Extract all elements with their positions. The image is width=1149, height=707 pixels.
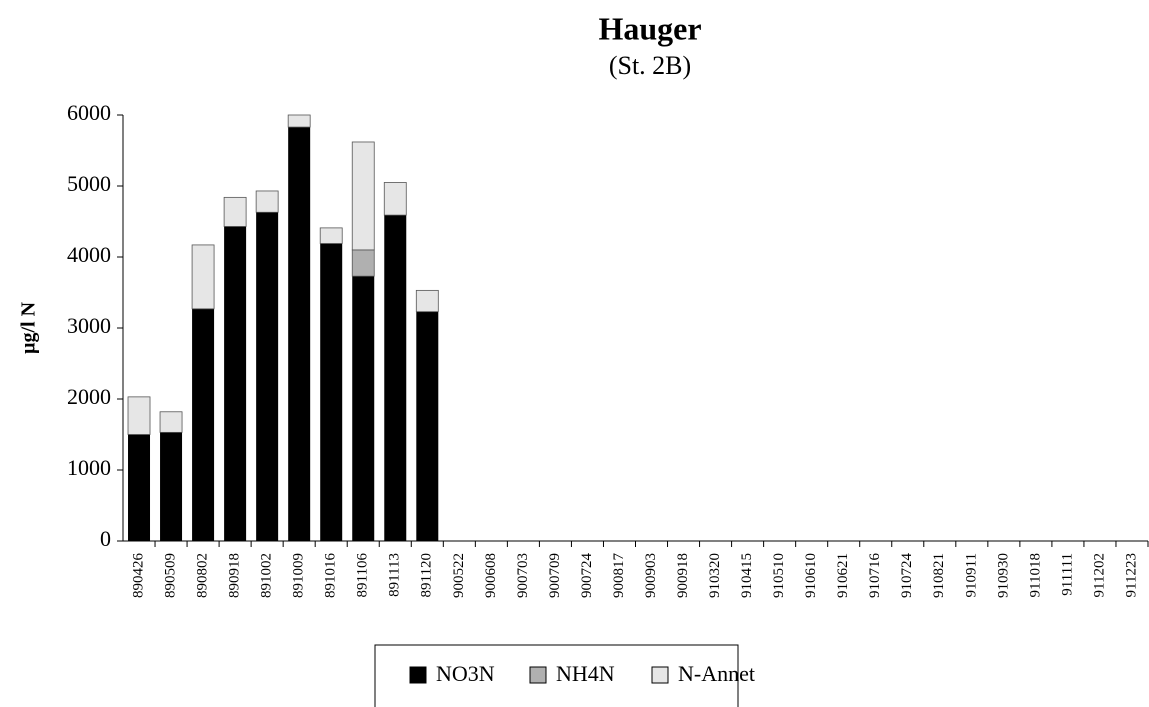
x-tick-label: 910610 — [803, 553, 819, 598]
x-tick-label: 900724 — [579, 553, 595, 599]
x-tick-label: 890918 — [227, 553, 243, 598]
x-tick-label: 891113 — [387, 553, 403, 597]
bar-segment — [256, 212, 279, 541]
bar-segment — [352, 276, 375, 541]
bar-segment — [159, 411, 183, 433]
y-tick-label: 1000 — [67, 455, 111, 480]
bar-segment — [127, 396, 151, 435]
bar-segment — [384, 215, 407, 542]
x-tick-label: 910510 — [771, 553, 787, 598]
y-tick-label: 3000 — [67, 313, 111, 338]
bar-segment — [383, 182, 407, 216]
legend-label: N-Annet — [678, 661, 755, 686]
y-tick-label: 6000 — [67, 100, 111, 125]
x-tick-label: 910716 — [867, 553, 883, 599]
legend-label: NH4N — [556, 661, 615, 686]
bar-segment — [415, 289, 439, 313]
x-tick-label: 900918 — [675, 553, 691, 598]
x-tick-label: 890802 — [195, 553, 211, 598]
bar-segment — [255, 190, 279, 213]
legend-swatch — [529, 666, 547, 684]
x-tick-label: 900522 — [451, 553, 467, 598]
bar-segment — [288, 127, 311, 541]
legend-swatch — [409, 666, 427, 684]
x-tick-label: 891002 — [259, 553, 275, 598]
bar-segment — [223, 196, 247, 227]
x-tick-label: 891106 — [355, 553, 371, 598]
x-tick-label: 910320 — [707, 553, 723, 598]
x-tick-label: 910821 — [931, 553, 947, 598]
x-tick-label: 910415 — [739, 553, 755, 598]
x-tick-label: 910930 — [995, 553, 1011, 598]
x-tick-label: 900608 — [483, 553, 499, 598]
y-tick-label: 5000 — [67, 171, 111, 196]
bar-segment — [319, 227, 343, 244]
bar-segment — [351, 141, 375, 251]
x-tick-label: 911018 — [1027, 553, 1043, 597]
bar-segment — [128, 434, 151, 541]
legend-label: NO3N — [436, 661, 495, 686]
x-tick-label: 911223 — [1123, 553, 1139, 597]
x-tick-label: 910911 — [963, 553, 979, 597]
bar-segment — [416, 311, 439, 541]
x-tick-label: 900703 — [515, 553, 531, 598]
chart-title: Hauger — [598, 10, 701, 46]
y-tick-label: 2000 — [67, 384, 111, 409]
legend-box — [374, 644, 739, 707]
x-tick-label: 891009 — [291, 553, 307, 598]
y-tick-label: 0 — [100, 526, 111, 551]
bar-segment — [160, 432, 183, 541]
x-tick-label: 900903 — [643, 553, 659, 598]
x-tick-label: 910724 — [899, 553, 915, 599]
x-tick-label: 900817 — [611, 553, 627, 599]
bar-segment — [224, 226, 247, 541]
x-tick-label: 911111 — [1059, 553, 1075, 596]
chart-subtitle: (St. 2B) — [609, 51, 691, 80]
bar-segment — [320, 243, 343, 541]
legend-swatch — [651, 666, 669, 684]
y-axis-label: µg/l N — [18, 301, 40, 354]
bar-segment — [192, 308, 215, 541]
x-tick-label: 891016 — [323, 553, 339, 599]
x-tick-label: 890426 — [130, 553, 146, 599]
x-tick-label: 911202 — [1091, 553, 1107, 597]
bar-segment — [191, 244, 215, 310]
bar-segment — [287, 114, 311, 128]
bar-segment — [351, 249, 375, 277]
x-tick-label: 890509 — [162, 553, 178, 598]
y-tick-label: 4000 — [67, 242, 111, 267]
x-tick-label: 891120 — [419, 553, 435, 597]
x-tick-label: 900709 — [547, 553, 563, 598]
x-tick-label: 910621 — [835, 553, 851, 598]
